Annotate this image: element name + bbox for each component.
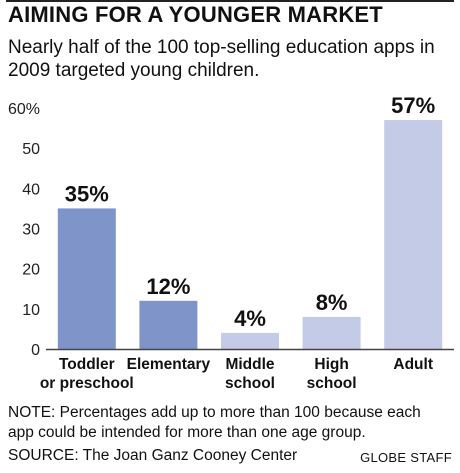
chart-title: AIMING FOR A YOUNGER MARKET [8,2,383,27]
y-tick-label: 0 [31,342,40,359]
bar [221,332,279,349]
category-label: High school [307,356,357,392]
y-tick-label: 20 [22,262,40,279]
y-tick-label: 30 [22,222,40,239]
bar-value-label: 57% [391,93,435,118]
category-label: Toddler or preschool [40,356,134,392]
chart-subtitle: Nearly half of the 100 top-selling educa… [8,37,435,81]
bar-value-label: 35% [65,181,109,206]
category-label: Middle school [225,356,275,392]
category-label: Adult [393,356,433,373]
bar-value-label: 8% [316,290,348,315]
y-tick-label: 40 [22,181,40,198]
source-line: SOURCE: The Joan Ganz Cooney Center [8,447,298,464]
bar-value-label: 12% [146,274,190,299]
bar [302,316,361,349]
bar [57,208,116,349]
y-tick-label: 50 [22,141,40,158]
bar [384,120,443,349]
category-label: Elementary [127,356,211,373]
footnote: NOTE: Percentages add up to more than 10… [8,404,421,441]
top-rule [6,0,454,2]
y-tick-label: 60% [8,101,40,118]
y-tick-label: 10 [22,302,40,319]
bar-value-label: 4% [234,306,266,331]
bar [139,300,198,349]
staff-credit: GLOBE STAFF [360,450,452,465]
bar-chart: 0 10 20 30 40 50 60% 35% Toddler or preschool 12% E… [8,93,454,392]
